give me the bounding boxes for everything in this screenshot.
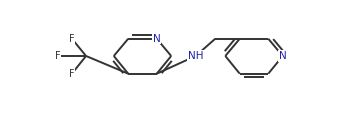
Text: F: F <box>69 34 75 44</box>
Text: F: F <box>69 69 75 79</box>
Text: NH: NH <box>188 51 204 61</box>
Text: N: N <box>279 51 286 61</box>
Text: N: N <box>153 34 161 44</box>
Text: F: F <box>55 51 60 61</box>
